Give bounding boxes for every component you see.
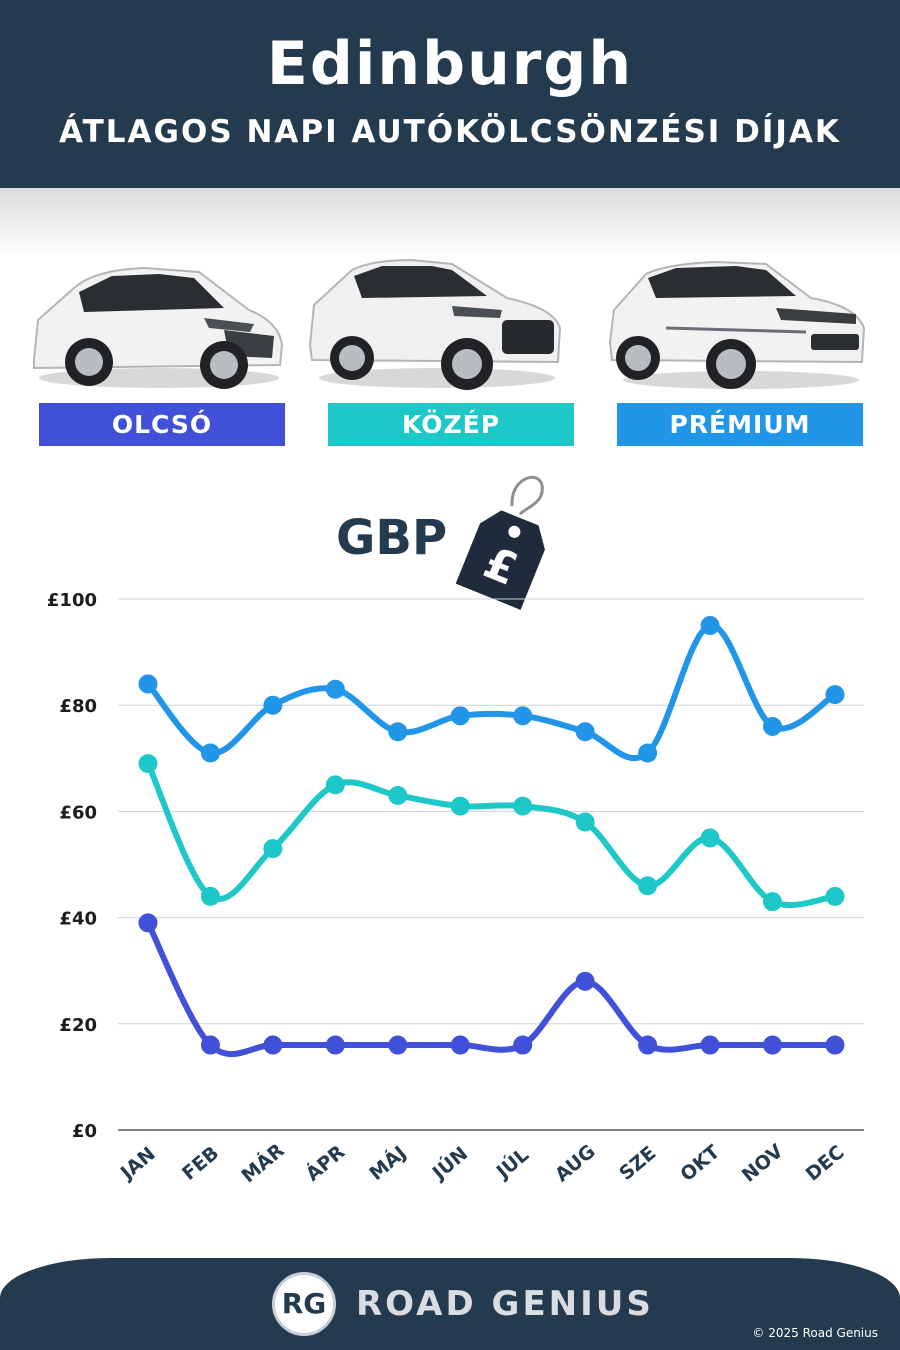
y-tick-label: £40 bbox=[59, 909, 97, 930]
y-tick-label: £20 bbox=[59, 1015, 97, 1036]
x-tick-label: MÁJ bbox=[365, 1141, 411, 1185]
series-line-0 bbox=[145, 622, 838, 762]
x-tick-label: OKT bbox=[676, 1141, 724, 1186]
data-point bbox=[325, 679, 345, 699]
premium-car-image bbox=[606, 250, 866, 400]
data-point bbox=[388, 1035, 408, 1055]
data-point bbox=[325, 1035, 345, 1055]
x-tick-label: AUG bbox=[551, 1140, 600, 1186]
data-point bbox=[763, 1035, 782, 1055]
x-tick-label: DEC bbox=[802, 1141, 849, 1185]
footer bbox=[0, 1258, 900, 1350]
data-point bbox=[263, 695, 283, 715]
data-point bbox=[763, 716, 782, 736]
page-title: Edinburgh bbox=[266, 29, 634, 99]
x-tick-label: FEB bbox=[178, 1142, 223, 1185]
x-tick-label: ÁPR bbox=[301, 1140, 349, 1186]
data-point bbox=[700, 1035, 720, 1055]
series-line-1 bbox=[145, 760, 838, 909]
data-point bbox=[263, 839, 283, 859]
data-point bbox=[763, 892, 782, 912]
data-point bbox=[450, 706, 470, 726]
data-point bbox=[450, 1035, 470, 1055]
data-point bbox=[700, 828, 720, 848]
x-tick-label: JAN bbox=[115, 1143, 160, 1185]
data-point bbox=[325, 775, 345, 795]
x-tick-label: NOV bbox=[738, 1140, 788, 1187]
category-label-midsize: KÖZÉP bbox=[328, 403, 574, 446]
data-point bbox=[388, 722, 408, 742]
data-point bbox=[263, 1035, 283, 1055]
data-point bbox=[825, 886, 845, 906]
road-genius-logo: RG bbox=[272, 1272, 336, 1336]
data-point bbox=[638, 1035, 658, 1055]
data-point bbox=[513, 706, 533, 726]
line-chart: £0 £20 £40 £60 £80 £100 JAN FEB MÁR ÁPR MÁJ JÚN JÚL… bbox=[47, 590, 864, 1187]
page-subtitle: ÁTLAGOS NAPI AUTÓKÖLCSÖNZÉSI DÍJAK bbox=[59, 114, 841, 150]
data-point bbox=[138, 913, 158, 933]
header-shadow bbox=[0, 188, 900, 258]
y-tick-label: £100 bbox=[47, 590, 97, 611]
copyright-text: © 2025 Road Genius bbox=[752, 1326, 878, 1340]
data-point bbox=[700, 616, 720, 636]
x-tick-label: JÚN bbox=[426, 1141, 472, 1185]
data-point bbox=[138, 754, 158, 774]
midsize-car-image bbox=[302, 250, 562, 400]
brand-name: ROAD GENIUS bbox=[356, 1284, 654, 1324]
data-point bbox=[200, 886, 220, 906]
series-line-2 bbox=[145, 919, 838, 1058]
data-point bbox=[575, 722, 595, 742]
x-tick-label: SZE bbox=[615, 1142, 660, 1185]
data-point bbox=[825, 1035, 845, 1055]
data-point bbox=[825, 685, 845, 705]
data-point bbox=[575, 812, 595, 832]
category-label-economy: OLCSÓ bbox=[39, 403, 285, 446]
y-tick-label: £80 bbox=[59, 696, 97, 717]
data-point bbox=[513, 1035, 533, 1055]
header: Edinburgh ÁTLAGOS NAPI AUTÓKÖLCSÖNZÉSI D… bbox=[0, 0, 900, 188]
data-point bbox=[575, 971, 595, 991]
x-tick-label: MÁR bbox=[237, 1138, 289, 1187]
economy-car-image bbox=[24, 250, 284, 400]
data-point bbox=[200, 1035, 220, 1055]
data-point bbox=[200, 743, 220, 763]
data-point bbox=[388, 785, 408, 805]
data-point bbox=[450, 796, 470, 816]
y-tick-label: £0 bbox=[72, 1121, 97, 1142]
category-label-premium: PRÉMIUM bbox=[617, 403, 863, 446]
price-tag-icon: £ bbox=[455, 475, 545, 610]
data-point bbox=[638, 743, 658, 763]
y-tick-label: £60 bbox=[59, 802, 97, 823]
currency-label: GBP bbox=[336, 510, 448, 566]
data-point bbox=[513, 796, 533, 816]
data-point bbox=[138, 674, 158, 694]
data-point bbox=[638, 876, 658, 896]
x-tick-label: JÚL bbox=[490, 1142, 533, 1184]
